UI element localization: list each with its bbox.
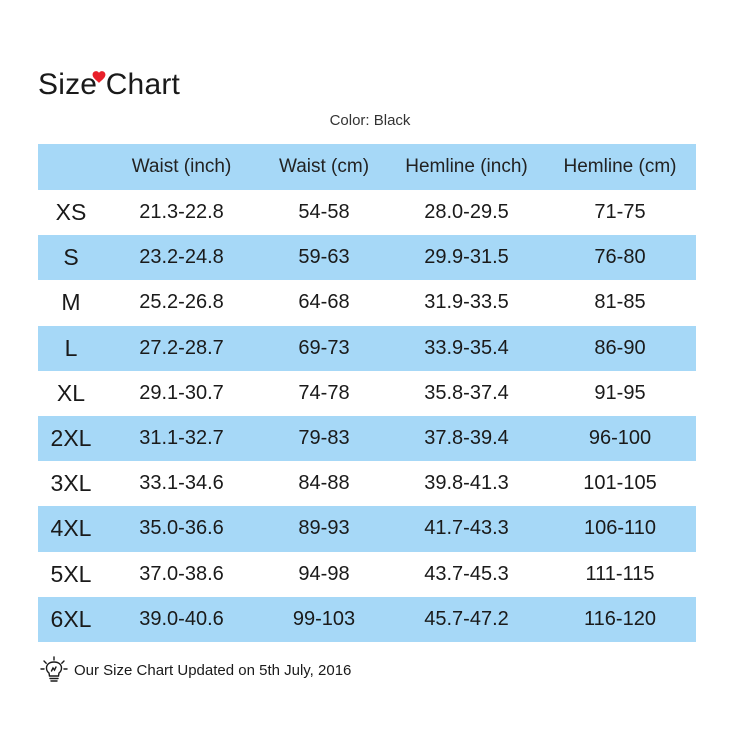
table-cell: 37.8-39.4	[424, 427, 509, 450]
table-cell: 71-75	[594, 201, 646, 224]
table-cell: 39.0-40.6	[139, 607, 224, 630]
size-label: 6XL	[50, 605, 92, 632]
column-header: Waist (inch)	[131, 156, 232, 177]
table-cell: 101-105	[583, 472, 657, 495]
column-header: Waist (cm)	[278, 156, 370, 177]
table-cell: 31.1-32.7	[139, 427, 224, 450]
table-cell: 23.2-24.8	[139, 246, 224, 269]
table-cell: 43.7-45.3	[424, 562, 509, 585]
size-label: 3XL	[50, 470, 92, 497]
table-row: 6XL 39.0-40.6 99-103 45.7-47.2 116-120	[38, 596, 696, 642]
table-cell: 81-85	[594, 291, 646, 314]
table-cell: 33.9-35.4	[424, 336, 509, 359]
table-cell: 91-95	[594, 381, 646, 404]
table-cell: 25.2-26.8	[139, 291, 224, 314]
table-cell: 29.1-30.7	[139, 381, 224, 404]
table-cell: 86-90	[594, 336, 646, 359]
table-cell: 31.9-33.5	[424, 291, 509, 314]
table-header-row: Waist (inch) Waist (cm) Hemline (inch) Heml…	[38, 144, 696, 190]
column-header: Hemline (cm)	[563, 156, 677, 177]
size-label: 4XL	[50, 515, 92, 542]
size-label: L	[64, 334, 78, 361]
size-label: 2XL	[50, 425, 92, 452]
table-cell: 69-73	[298, 336, 350, 359]
table-cell: 33.1-34.6	[139, 472, 224, 495]
table-cell: 28.0-29.5	[424, 201, 509, 224]
table-cell: 79-83	[298, 427, 350, 450]
table-cell: 41.7-43.3	[424, 517, 509, 540]
table-cell: 89-93	[298, 517, 350, 540]
table-cell: 84-88	[298, 472, 350, 495]
table-row: M 25.2-26.8 64-68 31.9-33.5 81-85	[38, 280, 696, 325]
table-row: 4XL 35.0-36.6 89-93 41.7-43.3 106-110	[38, 506, 696, 552]
table-cell: 76-80	[594, 246, 646, 269]
table-cell: 29.9-31.5	[424, 246, 509, 269]
table-row: 5XL 37.0-38.6 94-98 43.7-45.3 111-115	[38, 552, 696, 597]
heart-icon	[92, 71, 106, 83]
table-cell: 116-120	[584, 607, 656, 630]
color-label: Color: Black	[329, 112, 411, 129]
title-block: Size Chart	[38, 68, 180, 108]
footer-note: Our Size Chart Updated on 5th July, 2016	[40, 656, 351, 684]
table-cell: 45.7-47.2	[424, 607, 509, 630]
table-cell: 39.8-41.3	[424, 472, 509, 495]
size-label: S	[63, 244, 79, 271]
table-cell: 35.0-36.6	[139, 517, 224, 540]
table-cell: 37.0-38.6	[139, 562, 224, 585]
size-label: XS	[55, 199, 87, 226]
table-row: S 23.2-24.8 59-63 29.9-31.5 76-80	[38, 235, 696, 281]
size-label: XL	[56, 379, 86, 406]
size-table: Waist (inch) Waist (cm) Hemline (inch) Heml…	[38, 144, 696, 642]
lightbulb-icon	[40, 656, 68, 682]
table-row: XL 29.1-30.7 74-78 35.8-37.4 91-95	[38, 371, 696, 416]
table-cell: 27.2-28.7	[139, 336, 224, 359]
table-cell: 106-110	[584, 517, 656, 540]
table-cell: 99-103	[292, 607, 356, 630]
table-cell: 64-68	[298, 291, 350, 314]
table-cell: 96-100	[588, 427, 652, 450]
column-header: Hemline (inch)	[405, 156, 528, 177]
table-row: 2XL 31.1-32.7 79-83 37.8-39.4 96-100	[38, 415, 696, 462]
table-cell: 54-58	[298, 201, 350, 224]
table-cell: 21.3-22.8	[139, 201, 224, 224]
size-label: 5XL	[50, 560, 92, 587]
page-title: Size Chart	[38, 68, 181, 101]
table-cell: 111-115	[585, 562, 655, 585]
table-row: XS 21.3-22.8 54-58 28.0-29.5 71-75	[38, 190, 696, 235]
footer-text: Our Size Chart Updated on 5th July, 2016	[74, 661, 352, 679]
table-cell: 94-98	[298, 562, 350, 585]
table-row: L 27.2-28.7 69-73 33.9-35.4 86-90	[38, 325, 696, 371]
table-cell: 59-63	[298, 246, 350, 269]
table-cell: 74-78	[298, 381, 350, 404]
table-cell: 35.8-37.4	[424, 381, 509, 404]
table-row: 3XL 33.1-34.6 84-88 39.8-41.3 101-105	[38, 461, 696, 506]
size-label: M	[61, 289, 81, 316]
